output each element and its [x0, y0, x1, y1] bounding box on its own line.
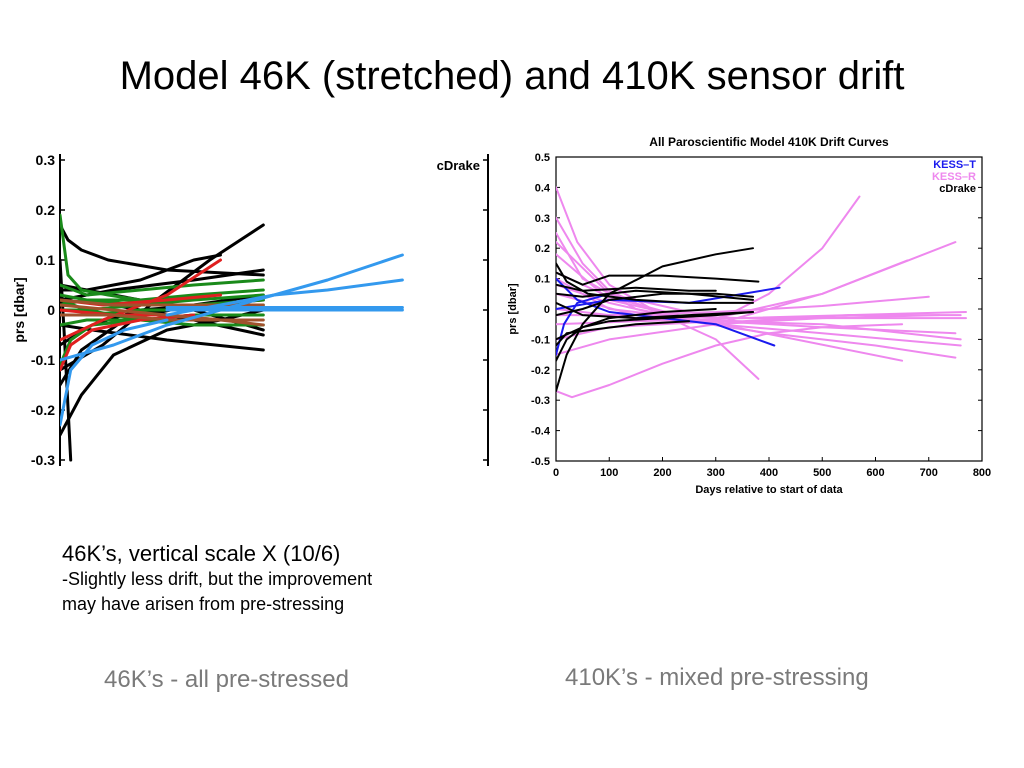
right-series-line	[556, 301, 754, 320]
right-y-tick-label: -0.4	[531, 426, 551, 438]
right-x-tick-label: 0	[553, 467, 559, 479]
right-x-tick-label: 300	[707, 467, 725, 479]
right-y-tick-label: -0.3	[531, 395, 550, 407]
left-y-tick-label: -0.1	[31, 352, 55, 368]
caption-right: 410K’s - mixed pre-stressing	[565, 664, 869, 691]
right-series-line	[556, 271, 904, 362]
right-legend-label: KESS–T	[933, 159, 976, 171]
right-x-tick-label: 700	[920, 467, 938, 479]
right-series-line	[556, 292, 611, 356]
left-y-tick-label: 0.2	[36, 202, 56, 218]
right-y-tick-label: -0.5	[531, 456, 550, 468]
left-series-line	[60, 258, 222, 342]
right-x-tick-label: 100	[600, 467, 618, 479]
right-y-tick-label: -0.2	[531, 365, 550, 377]
note-line-1: -Slightly less drift, but the improvemen…	[62, 569, 373, 589]
right-y-tick-label: 0.1	[535, 274, 550, 286]
left-series-line	[60, 278, 265, 297]
right-y-tick-label: 0.5	[535, 152, 550, 164]
right-series-line	[556, 262, 754, 304]
right-x-tick-label: 500	[813, 467, 831, 479]
left-y-tick-label: -0.2	[31, 402, 55, 418]
right-series-line	[556, 320, 691, 347]
note-line-2: may have arisen from pre-stressing	[62, 594, 345, 614]
left-series-line	[60, 323, 265, 352]
right-x-axis-label: Days relative to start of data	[695, 484, 843, 496]
left-y-tick-label: 0.1	[36, 252, 56, 268]
left-series-line	[60, 223, 265, 277]
right-y-tick-label: 0.3	[535, 213, 550, 225]
left-y-axis-label: prs [dbar]	[11, 277, 27, 342]
right-x-tick-label: 400	[760, 467, 778, 479]
right-series-line	[556, 271, 760, 286]
left-drift-chart: 0.3 0.2 0.1 0 -0.1 -0.2 -0.3 prs [dbar] cDrake	[0, 140, 500, 470]
right-legend-label: cDrake	[939, 183, 976, 195]
right-x-tick-label: 200	[653, 467, 671, 479]
right-x-tick-label: 600	[866, 467, 884, 479]
right-series-line	[556, 308, 717, 362]
right-series-line	[556, 320, 962, 341]
right-y-tick-label: 0.2	[535, 243, 550, 255]
right-y-axis-label: prs [dbar]	[507, 283, 519, 335]
right-chart-title: All Paroscientific Model 410K Drift Curv…	[649, 135, 889, 149]
caption-left: 46K’s - all pre-stressed	[104, 666, 349, 693]
right-series-line	[556, 283, 717, 292]
right-x-tick-label: 800	[973, 467, 991, 479]
right-series-line	[556, 283, 957, 359]
right-y-tick-label: 0.4	[535, 182, 551, 194]
right-y-tick-label: -0.1	[531, 334, 550, 346]
right-legend-label: KESS–R	[932, 171, 976, 183]
left-series-group	[60, 213, 404, 462]
left-legend-label: cDrake	[437, 158, 480, 173]
right-series-line	[556, 289, 754, 301]
slide-title: Model 46K (stretched) and 410K sensor dr…	[119, 54, 905, 98]
right-series-line	[556, 311, 754, 341]
right-y-tick-label: 0	[544, 304, 550, 316]
note-heading: 46K’s, vertical scale X (10/6)	[62, 541, 341, 566]
left-chart-svg: 0.3 0.2 0.1 0 -0.1 -0.2 -0.3 prs [dbar] cDrake	[11, 152, 489, 468]
left-y-tick-label: 0.3	[36, 152, 56, 168]
left-y-tick-label: -0.3	[31, 452, 55, 468]
right-series-group	[556, 186, 967, 399]
right-chart-svg: All Paroscientific Model 410K Drift Curv…	[507, 135, 991, 496]
left-series-line	[60, 318, 169, 427]
chart-note: 46K’s, vertical scale X (10/6) -Slightly…	[62, 540, 372, 617]
left-y-tick-label: 0	[47, 302, 55, 318]
right-series-line	[556, 292, 754, 317]
right-series-line	[556, 323, 904, 399]
right-drift-chart: All Paroscientific Model 410K Drift Curv…	[500, 128, 1024, 500]
